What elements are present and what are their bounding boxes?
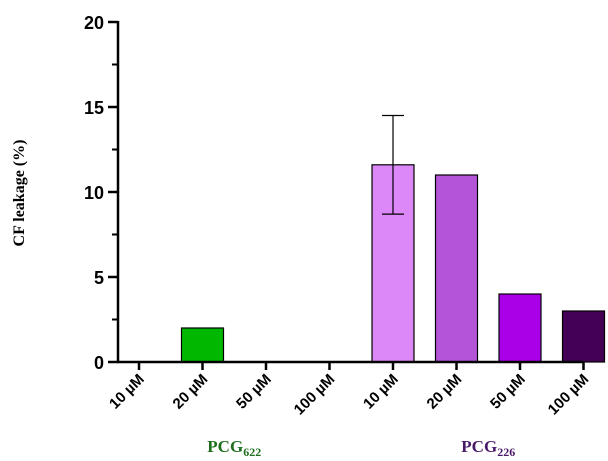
- x-tick-label-2: 20 µM: [170, 371, 212, 413]
- x-tick-label-4: 100 µM: [291, 371, 339, 419]
- x-tick-label-8: 100 µM: [545, 371, 593, 419]
- group-label-1: PCG622: [207, 437, 261, 459]
- group-label-2: PCG226: [461, 437, 515, 459]
- x-tick-label-1: 10 µM: [106, 371, 148, 413]
- bar-8: [561, 310, 606, 363]
- x-tick-label-3: 50 µM: [233, 371, 275, 413]
- bar-7: [498, 293, 542, 363]
- x-tick-label-6: 20 µM: [424, 371, 466, 413]
- y-tick-label-10: 10: [84, 183, 104, 203]
- y-tick-label-20: 20: [84, 13, 104, 33]
- x-tick-label-5: 10 µM: [360, 371, 402, 413]
- bar-2: [180, 327, 225, 363]
- x-tick-label-7: 50 µM: [487, 371, 529, 413]
- y-tick-label-5: 5: [94, 268, 104, 288]
- y-tick-label-0: 0: [94, 353, 104, 373]
- y-axis-title: CF leakage (%): [11, 140, 28, 247]
- y-tick-label-15: 15: [84, 98, 104, 118]
- bar-6: [434, 174, 479, 363]
